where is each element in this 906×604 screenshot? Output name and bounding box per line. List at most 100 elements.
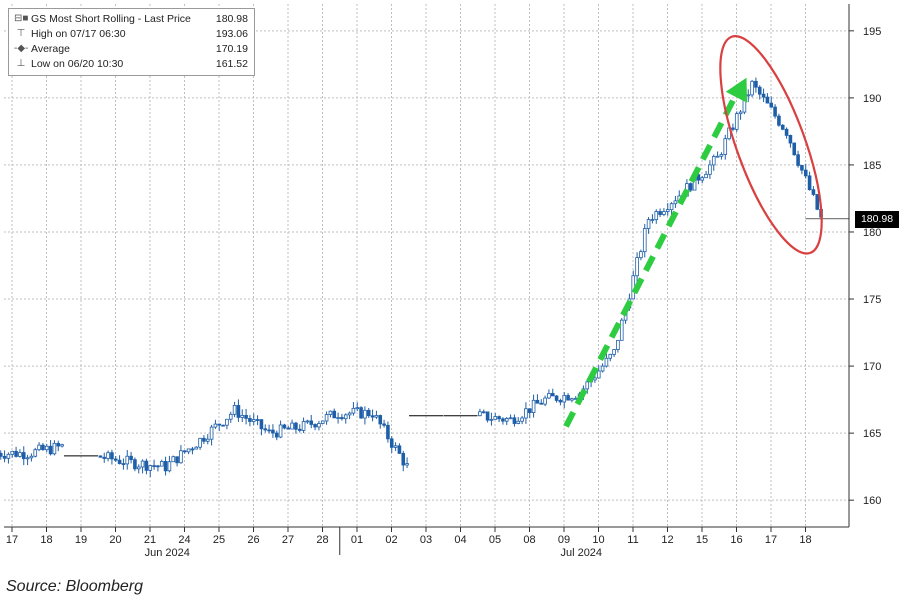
candle-body — [121, 463, 126, 465]
candle-body — [297, 428, 302, 431]
candle-body — [274, 432, 279, 438]
x-tick-label: 26 — [247, 534, 259, 546]
candle-body — [788, 135, 793, 144]
x-tick-label: 11 — [627, 534, 638, 546]
candle-body — [543, 397, 547, 405]
candle-body — [52, 442, 57, 455]
candle-body — [796, 154, 800, 166]
candle-body — [190, 448, 195, 451]
x-tick-label: 27 — [282, 534, 294, 546]
candle-body — [654, 211, 659, 220]
y-tick-label: 160 — [863, 495, 881, 507]
candle-body — [520, 417, 524, 422]
y-tick-label: 175 — [863, 294, 881, 306]
legend-low-label: Low on 06/20 10:30 — [31, 58, 124, 70]
x-tick-label: 03 — [420, 534, 432, 546]
x-tick-label: 18 — [40, 534, 52, 546]
candle-body — [163, 461, 168, 472]
candle-body — [769, 102, 774, 108]
candle-body — [248, 418, 252, 422]
candle-body — [156, 465, 160, 468]
x-tick-label: 20 — [109, 534, 121, 546]
candle-body — [225, 418, 229, 426]
candle-body — [746, 94, 751, 97]
chart-legend: ⊟■ GS Most Short Rolling - Last Price 18… — [8, 8, 255, 76]
candle-body — [550, 393, 555, 397]
candle-body — [209, 426, 214, 440]
candle-body — [547, 393, 551, 399]
candle-body — [140, 460, 145, 468]
candle-body — [182, 450, 187, 453]
candle-body — [110, 452, 114, 460]
candle-body — [167, 461, 172, 472]
candle-body — [228, 413, 233, 420]
candle-body — [765, 96, 770, 104]
candle-body — [646, 219, 651, 229]
x-tick-label: 01 — [351, 534, 363, 546]
candle-body — [33, 449, 38, 457]
candle-body — [10, 450, 15, 455]
candle-body — [378, 415, 383, 425]
candle-body — [734, 113, 739, 130]
last-price-tag: 180.98 — [855, 211, 899, 228]
candle-body — [217, 423, 222, 426]
candle-body — [240, 415, 245, 418]
legend-title-value: 180.98 — [215, 13, 248, 25]
candle-body — [366, 409, 371, 417]
gridlines — [4, 4, 849, 527]
candle-body — [485, 411, 490, 421]
candle-body — [401, 453, 406, 466]
candle-body — [811, 189, 816, 195]
candle-body — [336, 417, 340, 419]
candle-body — [612, 349, 616, 355]
candle-body — [359, 407, 363, 419]
candle-body — [639, 251, 643, 259]
uptrend-arrow-shaft — [563, 88, 742, 428]
candle-body — [715, 155, 720, 158]
x-tick-label: 10 — [592, 534, 604, 546]
candle-body — [102, 456, 107, 459]
candle-body — [186, 448, 191, 453]
candle-body — [382, 423, 386, 426]
candle-body — [389, 438, 394, 448]
x-tick-label: 09 — [558, 534, 570, 546]
legend-avg-label: Average — [31, 43, 70, 55]
candle-body — [750, 80, 754, 96]
candle-body — [56, 442, 61, 447]
candle-body — [305, 420, 310, 423]
candle-body — [393, 445, 398, 448]
candle-body — [159, 461, 164, 467]
candle-body — [792, 142, 797, 156]
candle-body — [738, 111, 743, 115]
candle-body — [117, 459, 122, 464]
candle-body — [370, 415, 375, 418]
y-tick-label: 165 — [863, 428, 881, 440]
candle-body — [340, 417, 344, 420]
candle-body — [113, 458, 118, 461]
candle-body — [129, 455, 133, 461]
candle-body — [48, 445, 53, 455]
flat-line-segments — [64, 415, 478, 457]
candle-body — [642, 228, 647, 253]
candle-body — [205, 438, 210, 442]
candle-body — [608, 353, 613, 359]
candle-body — [133, 459, 137, 470]
x-tick-label: 04 — [454, 534, 466, 546]
legend-low-row: ⊥ Low on 06/20 10:30 161.52 — [9, 57, 248, 71]
source-caption: Source: Bloomberg — [6, 578, 143, 595]
candle-body — [29, 455, 34, 459]
candle-body — [343, 414, 348, 420]
candle-body — [688, 183, 693, 191]
candles — [0, 77, 823, 478]
candle-body — [324, 414, 329, 422]
candle-body — [363, 409, 367, 419]
candle-body — [267, 429, 271, 432]
candle-body — [512, 417, 517, 424]
candle-body — [754, 80, 758, 88]
candle-body — [539, 402, 544, 405]
candle-body — [255, 419, 260, 421]
x-tick-label: 18 — [799, 534, 811, 546]
candle-body — [803, 169, 808, 177]
candle-body — [386, 424, 390, 440]
